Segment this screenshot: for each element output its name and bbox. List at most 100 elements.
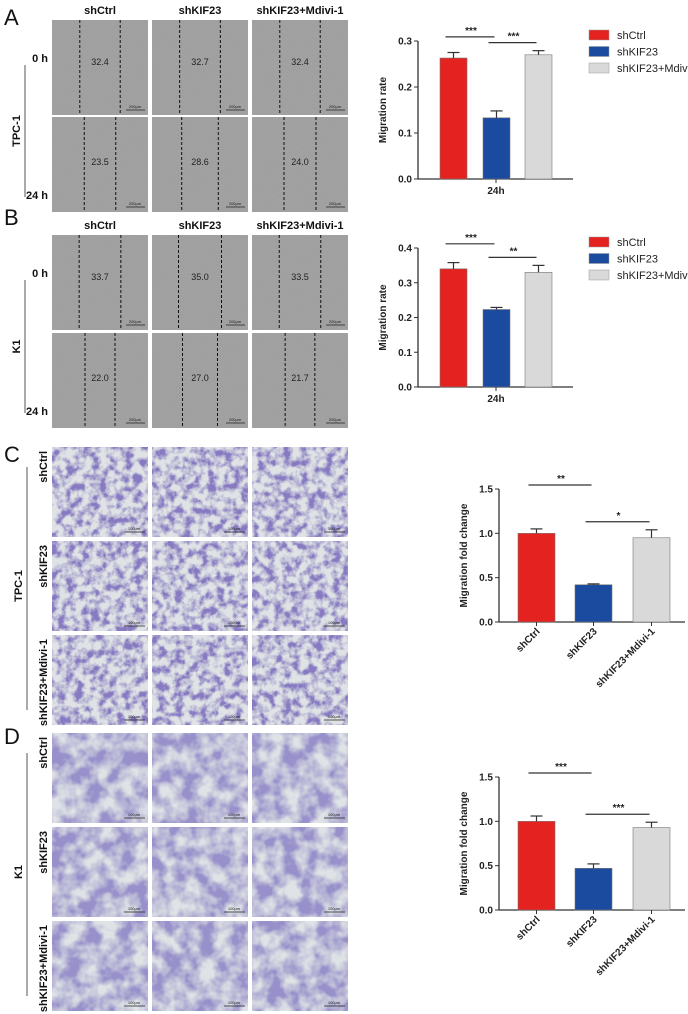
wound-image bbox=[52, 117, 148, 212]
legend-swatch bbox=[588, 236, 610, 248]
y-axis-label: Migration fold change bbox=[459, 503, 470, 607]
y-tick-label: 0.4 bbox=[398, 244, 412, 255]
wound-width-value: 21.7 bbox=[291, 373, 309, 383]
scale-bar-label: 200μm bbox=[229, 417, 242, 422]
scale-bar-label: 100μm bbox=[228, 906, 241, 911]
legend-label: shKIF23+Mdivi-1 bbox=[617, 63, 688, 75]
group-row-label: shKIF23 bbox=[38, 545, 50, 588]
y-tick-label: 0.1 bbox=[398, 129, 412, 140]
column-header: shKIF23+Mdivi-1 bbox=[256, 220, 343, 232]
scale-bar-label: 200μm bbox=[129, 319, 142, 324]
scale-bar-label: 100μm bbox=[128, 812, 141, 817]
scale-bar-label: 200μm bbox=[329, 417, 342, 422]
x-axis-label: 24h bbox=[487, 186, 504, 197]
wound-width-value: 23.5 bbox=[91, 157, 109, 167]
column-header: shKIF23+Mdivi-1 bbox=[256, 5, 343, 17]
transwell-image bbox=[52, 541, 148, 631]
bar-chart-b: 0.0 0.1 0.2 0.3 0.4 Migration rate 24h shCtrl sh… bbox=[378, 233, 688, 405]
legend-label: shKIF23 bbox=[617, 47, 658, 59]
transwell-image bbox=[52, 733, 148, 823]
transwell-image bbox=[52, 447, 148, 537]
wound-image bbox=[252, 117, 348, 212]
transwell-image bbox=[152, 541, 248, 631]
scale-bar-label: 100μm bbox=[128, 620, 141, 625]
significance-label: *** bbox=[555, 762, 567, 773]
y-tick-label: 0.5 bbox=[479, 573, 493, 584]
wound-image bbox=[52, 333, 148, 428]
y-tick-label: 0.5 bbox=[479, 861, 493, 872]
transwell-image bbox=[52, 635, 148, 725]
bar-shkif23 bbox=[574, 584, 613, 623]
scale-bar-label: 100μm bbox=[328, 812, 341, 817]
significance-label: *** bbox=[465, 233, 477, 244]
wound-image bbox=[152, 20, 248, 115]
legend-swatch bbox=[588, 269, 610, 281]
column-header: shKIF23 bbox=[179, 220, 222, 232]
scale-bar-label: 200μm bbox=[129, 104, 142, 109]
x-axis-label: 24h bbox=[487, 394, 504, 405]
timepoint-label: 0 h bbox=[32, 268, 48, 280]
transwell-image bbox=[152, 635, 248, 725]
wound-image bbox=[152, 333, 248, 428]
wound-width-value: 27.0 bbox=[191, 373, 209, 383]
bar-shkif23 bbox=[482, 117, 511, 180]
group-row-label: shCtrl bbox=[38, 451, 50, 483]
scale-bar-label: 100μm bbox=[228, 620, 241, 625]
wound-image bbox=[152, 235, 248, 330]
legend-swatch bbox=[588, 253, 610, 264]
significance-label: *** bbox=[508, 32, 520, 43]
wound-width-value: 32.7 bbox=[191, 57, 209, 67]
group-row-label: shKIF23+Mdivi-1 bbox=[38, 925, 50, 1012]
column-header: shKIF23 bbox=[179, 5, 222, 17]
y-tick-label: 0.2 bbox=[398, 83, 412, 94]
group-row-label: shKIF23+Mdivi-1 bbox=[38, 639, 50, 726]
bar-shkif23-mdivi-1 bbox=[524, 272, 553, 388]
legend-swatch bbox=[588, 29, 610, 41]
significance-label: *** bbox=[465, 26, 477, 37]
column-header: shCtrl bbox=[84, 220, 116, 232]
cell-line-label: TPC-1 bbox=[11, 115, 23, 147]
scale-bar-label: 100μm bbox=[328, 1000, 341, 1005]
panel-label: D bbox=[4, 724, 20, 749]
scale-bar-label: 200μm bbox=[329, 201, 342, 206]
y-axis-label: Migration rate bbox=[378, 77, 389, 144]
scale-bar-label: 100μm bbox=[228, 714, 241, 719]
transwell-image bbox=[252, 541, 348, 631]
wound-width-value: 24.0 bbox=[291, 157, 309, 167]
bar-shkif23-mdivi-1 bbox=[524, 54, 553, 180]
bar-shctrl bbox=[439, 268, 468, 388]
y-tick-label: 1.0 bbox=[479, 817, 493, 828]
y-tick-label: 0.2 bbox=[398, 313, 412, 324]
panel-label: B bbox=[4, 205, 19, 230]
transwell-image bbox=[52, 827, 148, 917]
bar-chart-a: 0.0 0.1 0.2 0.3 Migration rate 24h shCtrl shKIF… bbox=[378, 26, 688, 197]
transwell-image bbox=[252, 635, 348, 725]
scale-bar-label: 200μm bbox=[329, 104, 342, 109]
significance-label: ** bbox=[510, 246, 518, 257]
bar-shctrl bbox=[517, 821, 556, 911]
scale-bar-label: 200μm bbox=[329, 319, 342, 324]
y-axis-label: Migration rate bbox=[378, 284, 389, 351]
scale-bar-label: 100μm bbox=[328, 906, 341, 911]
transwell-image bbox=[152, 921, 248, 1011]
wound-width-value: 35.0 bbox=[191, 272, 209, 282]
significance-label: *** bbox=[613, 803, 625, 814]
wound-width-value: 33.7 bbox=[91, 272, 109, 282]
transwell-image bbox=[252, 921, 348, 1011]
scale-bar-label: 200μm bbox=[229, 319, 242, 324]
scale-bar-label: 100μm bbox=[228, 526, 241, 531]
y-tick-label: 0.3 bbox=[398, 278, 412, 289]
transwell-image bbox=[252, 827, 348, 917]
legend-label: shCtrl bbox=[617, 30, 646, 42]
bar-shctrl bbox=[517, 533, 556, 623]
timepoint-label: 24 h bbox=[26, 190, 48, 202]
transwell-image bbox=[252, 733, 348, 823]
cell-line-label: K1 bbox=[13, 865, 25, 879]
significance-label: ** bbox=[557, 474, 565, 485]
significance-label: * bbox=[617, 511, 621, 522]
group-row-label: shKIF23 bbox=[38, 831, 50, 874]
wound-image bbox=[152, 117, 248, 212]
